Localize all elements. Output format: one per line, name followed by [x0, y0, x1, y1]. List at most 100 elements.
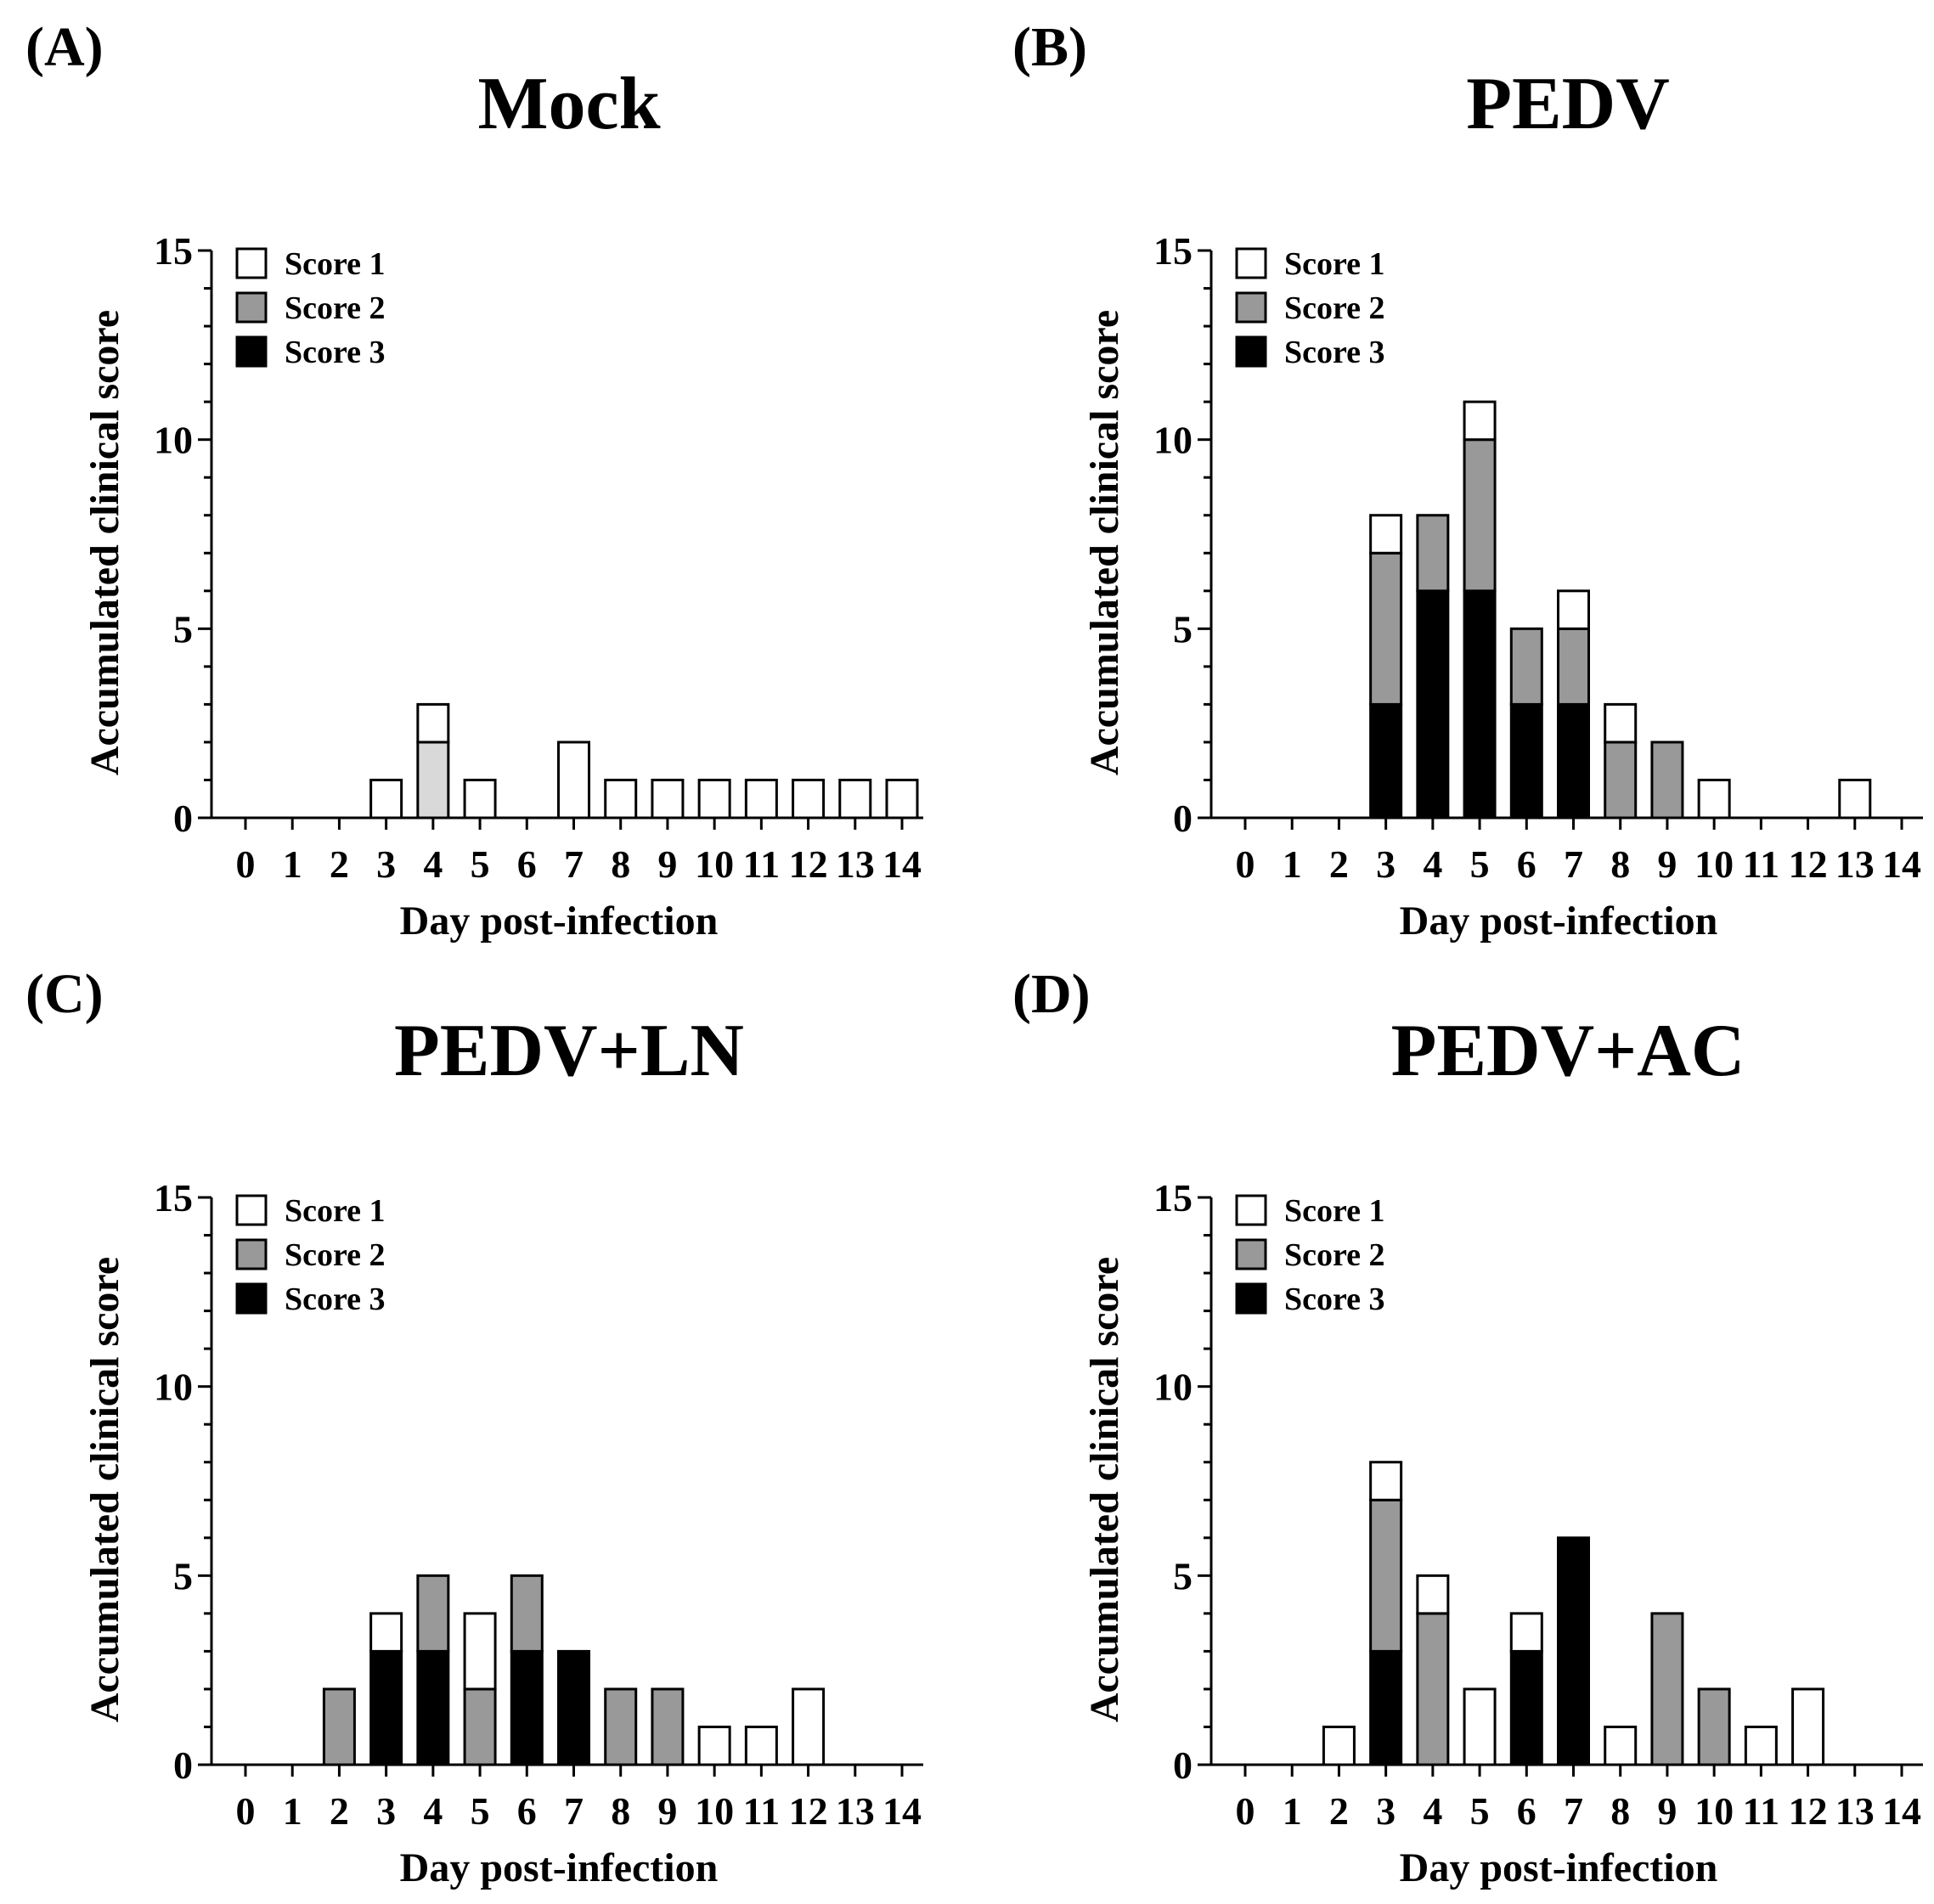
- bar-a-day12-score1: [792, 778, 826, 820]
- x-tick-label-c-3: 3: [376, 1789, 396, 1833]
- bar-b-day7-score2: [1557, 627, 1590, 706]
- bar-b-day4-score3: [1416, 589, 1450, 820]
- panel-letter-c: (C): [25, 963, 104, 1025]
- bar-d-day6-score1: [1509, 1612, 1543, 1653]
- y-tick-label-b-5: 5: [1173, 607, 1193, 651]
- legend-swatch-a-1: [235, 247, 268, 279]
- x-tick-label-d-10: 10: [1694, 1789, 1734, 1833]
- bar-c-day5-score1: [463, 1612, 497, 1691]
- y-tick-label-d-15: 15: [1153, 1176, 1193, 1220]
- x-axis-label-c: Day post-infection: [400, 1845, 719, 1890]
- x-tick-label-a-1: 1: [283, 842, 302, 886]
- bar-c-day12-score1: [792, 1687, 826, 1766]
- legend-swatch-c-1: [235, 1194, 268, 1226]
- legend-label-b-3: Score 3: [1284, 335, 1385, 370]
- x-tick-label-c-10: 10: [695, 1789, 734, 1833]
- x-tick-label-a-5: 5: [471, 842, 490, 886]
- x-tick-label-d-11: 11: [1743, 1789, 1779, 1833]
- y-tick-label-b-15: 15: [1153, 229, 1193, 273]
- bar-c-day3-score1: [369, 1612, 403, 1653]
- y-tick-label-d-10: 10: [1153, 1366, 1193, 1409]
- x-tick-label-a-14: 14: [882, 842, 922, 886]
- panel-letter-b: (B): [1012, 16, 1087, 78]
- x-tick-label-d-3: 3: [1376, 1789, 1396, 1833]
- legend-label-c-2: Score 2: [285, 1237, 386, 1273]
- legend-label-c-1: Score 1: [285, 1193, 386, 1229]
- legend-swatch-a-3: [235, 335, 268, 368]
- y-tick-label-b-0: 0: [1173, 797, 1193, 840]
- panel-letter-a: (A): [25, 16, 104, 78]
- y-tick-label-c-5: 5: [173, 1554, 193, 1597]
- bar-c-day8-score2: [604, 1687, 638, 1766]
- x-tick-label-d-14: 14: [1882, 1789, 1921, 1833]
- bar-d-day3-score3: [1369, 1649, 1403, 1766]
- bar-a-day4-score2: [416, 741, 450, 820]
- y-tick-label-c-15: 15: [154, 1176, 193, 1220]
- x-tick-label-c-9: 9: [657, 1789, 677, 1833]
- legend-label-a-3: Score 3: [285, 335, 386, 370]
- x-tick-label-a-3: 3: [376, 842, 396, 886]
- bar-c-day6-score3: [510, 1649, 544, 1766]
- bar-b-day5-score3: [1463, 589, 1497, 820]
- bar-a-day7-score1: [557, 741, 590, 820]
- legend-label-a-2: Score 2: [285, 290, 386, 326]
- x-axis-label-b: Day post-infection: [1400, 898, 1718, 944]
- x-tick-label-d-8: 8: [1610, 1789, 1630, 1833]
- legend-swatch-b-1: [1235, 247, 1267, 279]
- bar-b-day6-score3: [1509, 702, 1543, 820]
- bar-a-day3-score1: [369, 778, 403, 820]
- legend-swatch-d-1: [1235, 1194, 1267, 1226]
- bar-c-day5-score2: [463, 1687, 497, 1766]
- bar-c-day7-score3: [557, 1649, 590, 1766]
- bar-b-day6-score2: [1509, 627, 1543, 706]
- x-tick-label-d-5: 5: [1470, 1789, 1490, 1833]
- bar-d-day11-score1: [1744, 1725, 1778, 1766]
- bar-a-day8-score1: [604, 778, 638, 820]
- x-tick-label-a-4: 4: [423, 842, 443, 886]
- bar-b-day13-score1: [1838, 778, 1872, 820]
- bar-a-day4-score1: [416, 702, 450, 744]
- x-tick-label-d-2: 2: [1329, 1789, 1349, 1833]
- bar-d-day5-score1: [1463, 1687, 1497, 1766]
- bar-c-day9-score2: [651, 1687, 685, 1766]
- x-tick-label-b-8: 8: [1610, 842, 1630, 886]
- bar-d-day9-score2: [1650, 1612, 1684, 1766]
- panel-letter-d: (D): [1012, 963, 1091, 1025]
- panel-title-a: Mock: [477, 63, 661, 145]
- legend-swatch-d-2: [1235, 1238, 1267, 1270]
- legend-label-d-2: Score 2: [1284, 1237, 1385, 1273]
- x-tick-label-b-10: 10: [1694, 842, 1734, 886]
- legend-swatch-d-3: [1235, 1282, 1267, 1315]
- x-tick-label-c-8: 8: [611, 1789, 630, 1833]
- y-tick-label-d-0: 0: [1173, 1743, 1193, 1787]
- bar-a-day5-score1: [463, 778, 497, 820]
- x-tick-label-a-2: 2: [330, 842, 349, 886]
- legend-label-a-1: Score 1: [285, 246, 386, 282]
- bar-b-day10-score1: [1697, 778, 1731, 820]
- legend-label-b-2: Score 2: [1284, 290, 1385, 326]
- legend-label-c-3: Score 3: [285, 1282, 386, 1317]
- x-tick-label-d-12: 12: [1789, 1789, 1828, 1833]
- x-tick-label-c-13: 13: [836, 1789, 875, 1833]
- x-tick-label-a-6: 6: [517, 842, 537, 886]
- x-tick-label-c-12: 12: [789, 1789, 828, 1833]
- bar-d-day3-score1: [1369, 1461, 1403, 1501]
- x-tick-label-d-0: 0: [1236, 1789, 1255, 1833]
- legend-swatch-c-3: [235, 1282, 268, 1315]
- bar-d-day10-score2: [1697, 1687, 1731, 1766]
- bar-b-day4-score2: [1416, 514, 1450, 593]
- x-tick-label-d-9: 9: [1657, 1789, 1677, 1833]
- bar-b-day7-score3: [1557, 702, 1590, 820]
- bar-a-day13-score1: [838, 778, 872, 820]
- y-tick-label-a-10: 10: [154, 419, 193, 462]
- y-axis-label-c: Accumulated clinical score: [82, 1257, 127, 1722]
- panel-title-c: PEDV+LN: [394, 1010, 744, 1092]
- bar-c-day3-score3: [369, 1649, 403, 1766]
- legend-label-b-1: Score 1: [1284, 246, 1385, 282]
- x-tick-label-b-3: 3: [1376, 842, 1396, 886]
- bar-d-day3-score2: [1369, 1498, 1403, 1653]
- x-tick-label-c-5: 5: [471, 1789, 490, 1833]
- x-tick-label-b-9: 9: [1657, 842, 1677, 886]
- bar-d-day2-score1: [1322, 1725, 1356, 1766]
